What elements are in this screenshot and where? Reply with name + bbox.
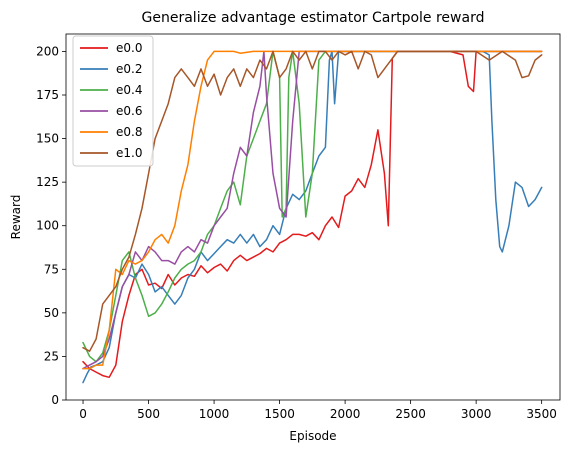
y-axis-ticks: 0 25 50 75 100 125 150 175 200 [36,44,66,407]
x-axis-ticks: 0 500 1000 1500 2000 2500 3000 3500 [79,400,557,421]
legend-label-e0-2: e0.2 [116,62,142,76]
x-tick-label: 1500 [264,407,295,421]
x-tick-label: 1000 [199,407,230,421]
series-line-e0-2 [82,50,543,384]
series-line-e0-8 [82,50,543,370]
legend-label-e0-4: e0.4 [116,83,142,97]
x-tick-label: 2000 [330,407,361,421]
legend-label-e0-0: e0.0 [116,41,142,55]
x-axis-title: Episode [289,429,336,443]
x-tick-label: 500 [137,407,160,421]
series-lines [82,50,543,384]
series-line-e1-0 [82,50,543,352]
y-tick-label: 0 [51,393,59,407]
y-axis-title: Reward [9,195,23,240]
y-tick-label: 75 [44,262,59,276]
legend-label-e1-0: e1.0 [116,146,142,160]
x-tick-label: 3500 [526,407,557,421]
y-tick-label: 25 [44,349,59,363]
x-tick-label: 3000 [461,407,492,421]
x-tick-label: 2500 [395,407,426,421]
plot-frame [65,33,561,401]
chart-title: Generalize advantage estimator Cartpole … [142,10,485,26]
legend-items: e0.0 e0.2 e0.4 e0.6 e0.8 e1.0 [80,41,142,160]
y-tick-label: 125 [36,175,59,189]
y-tick-label: 200 [36,44,59,58]
y-tick-label: 150 [36,132,59,146]
x-tick-label: 0 [79,407,87,421]
y-tick-label: 100 [36,219,59,233]
y-tick-label: 175 [36,88,59,102]
legend: e0.0 e0.2 e0.4 e0.6 e0.8 e1.0 [72,35,154,167]
legend-label-e0-6: e0.6 [116,104,142,118]
legend-label-e0-8: e0.8 [116,125,142,139]
y-tick-label: 50 [44,306,59,320]
